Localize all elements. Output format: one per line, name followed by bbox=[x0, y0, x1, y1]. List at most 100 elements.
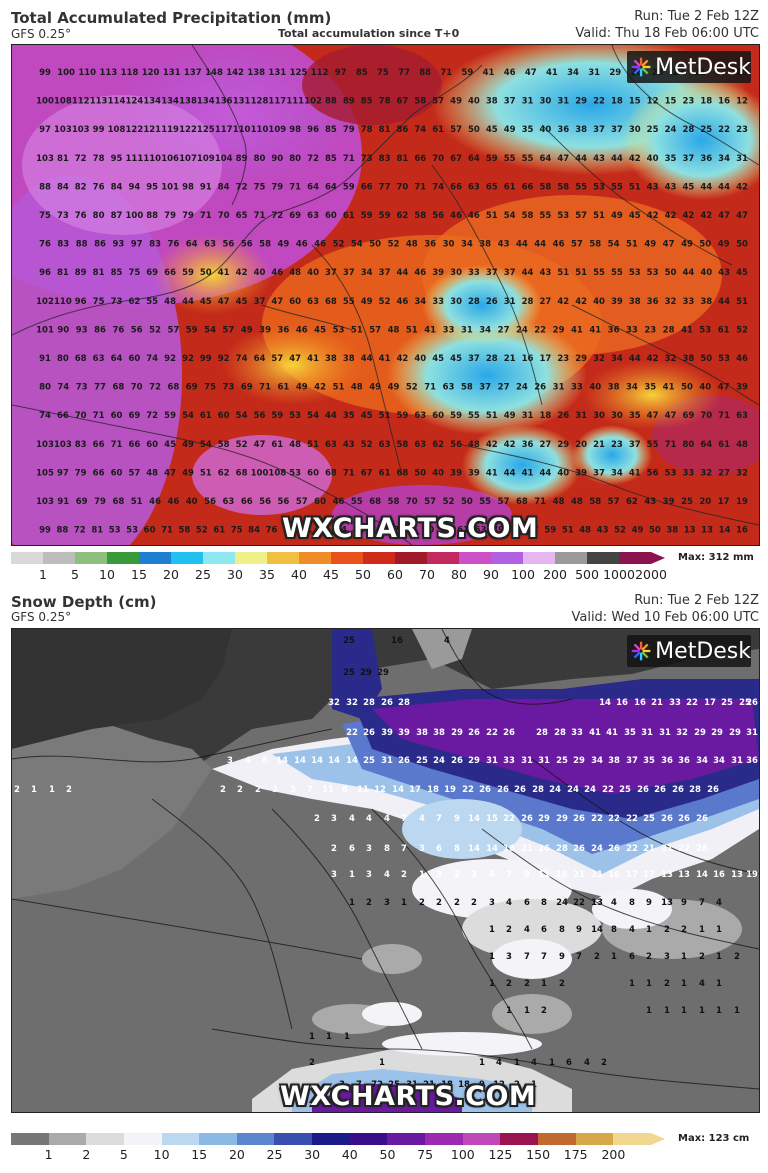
precip-value: 80 bbox=[254, 154, 266, 164]
snow-depth-value: 4 bbox=[699, 979, 705, 989]
precip-value: 40 bbox=[557, 468, 569, 478]
precip-value: 42 bbox=[736, 182, 748, 192]
precip-value: 40 bbox=[432, 468, 444, 478]
precip-value: 76 bbox=[75, 211, 87, 221]
snow-depth-value: 41 bbox=[589, 728, 601, 738]
snow-depth-value: 11 bbox=[322, 785, 334, 795]
colorbar-swatch bbox=[459, 552, 491, 564]
colorbar-swatch bbox=[299, 552, 331, 564]
precip-value: 49 bbox=[718, 240, 730, 250]
precip-value: 42 bbox=[504, 440, 516, 450]
precip-value: 41 bbox=[379, 354, 391, 364]
precip-value: 39 bbox=[736, 383, 748, 393]
snow-depth-value: 26 bbox=[672, 785, 684, 795]
precip-value: 56 bbox=[277, 497, 289, 507]
precip-value: 41 bbox=[681, 325, 693, 335]
precip-value: 30 bbox=[443, 240, 455, 250]
precip-value: 44 bbox=[396, 268, 408, 278]
precip-value: 75 bbox=[231, 526, 243, 536]
snow-depth-value: 1 bbox=[681, 952, 687, 962]
precip-value: 28 bbox=[522, 297, 534, 307]
snow-depth-value: 1 bbox=[716, 952, 722, 962]
precip-value: 60 bbox=[289, 297, 301, 307]
precip-value: 53 bbox=[647, 268, 659, 278]
precip-value: 46 bbox=[396, 297, 408, 307]
precip-value: 48 bbox=[736, 440, 748, 450]
snow-depth-value: 26 bbox=[363, 728, 375, 738]
precip-value: 100 bbox=[126, 211, 144, 221]
snow-depth-value: 2 bbox=[314, 814, 320, 824]
snow-depth-value: 26 bbox=[398, 756, 410, 766]
snow-depth-value: 4 bbox=[524, 925, 530, 935]
precip-value: 38 bbox=[325, 354, 337, 364]
precip-value: 60 bbox=[325, 211, 337, 221]
snow-depth-value: 3 bbox=[366, 844, 372, 854]
precip-value: 40 bbox=[699, 383, 711, 393]
precip-value: 81 bbox=[379, 125, 391, 135]
precip-value: 37 bbox=[629, 440, 641, 450]
precip-value: 57 bbox=[296, 497, 308, 507]
precip-value: 48 bbox=[164, 297, 176, 307]
precip-value: 21 bbox=[593, 440, 605, 450]
precip-value: 85 bbox=[325, 154, 337, 164]
precip-value: 56 bbox=[222, 240, 234, 250]
precip-value: 24 bbox=[516, 325, 528, 335]
precip-value: 138 bbox=[179, 97, 197, 107]
snow-depth-value: 7 bbox=[576, 952, 582, 962]
snow-depth-value: 4 bbox=[716, 898, 722, 908]
precip-value: 84 bbox=[335, 526, 347, 536]
precip-value: 59 bbox=[182, 268, 194, 278]
precipitation-values: 99 100 110 113 118 120 131 137 148 142 138 131 125 11… bbox=[36, 68, 748, 536]
precip-value: 45 bbox=[450, 354, 462, 364]
snow-depth-value: 8 bbox=[454, 844, 460, 854]
precip-value: 63 bbox=[736, 411, 748, 421]
precip-value: 72 bbox=[75, 154, 87, 164]
precip-value: 97 bbox=[39, 125, 51, 135]
precip-value: 74 bbox=[146, 354, 158, 364]
precip-value: 67 bbox=[450, 154, 462, 164]
precip-value: 87 bbox=[111, 211, 123, 221]
precipitation-map[interactable]: 99 100 110 113 118 120 131 137 148 142 138 131 125 11… bbox=[11, 44, 760, 546]
precip-value: 57 bbox=[575, 211, 587, 221]
precip-value: 31 bbox=[553, 383, 565, 393]
snow-depth-value: 26 bbox=[608, 844, 620, 854]
precip-value: 44 bbox=[682, 268, 694, 278]
precip-value: 88 bbox=[39, 182, 51, 192]
precip-value: 69 bbox=[146, 268, 158, 278]
precip-value: 91 bbox=[300, 526, 312, 536]
snow-depth-value: 4 bbox=[349, 814, 355, 824]
snow-depth-value: 8 bbox=[342, 785, 348, 795]
precip-value: 94 bbox=[128, 182, 140, 192]
precip-value: 71 bbox=[161, 526, 173, 536]
precip-value: 57 bbox=[167, 325, 179, 335]
snow-depth-value: 14 bbox=[392, 785, 404, 795]
precip-value: 22 bbox=[718, 125, 730, 135]
precip-value: 63 bbox=[379, 440, 391, 450]
precip-value: 44 bbox=[629, 354, 641, 364]
precip-value: 50 bbox=[200, 268, 212, 278]
precip-value: 99 bbox=[39, 68, 51, 78]
precip-value: 44 bbox=[718, 297, 730, 307]
snow-depth-map[interactable]: 25 16 4 25 29 29 32 32 28 26 28 14 16 16 21 33 22 17 25 25 2… bbox=[11, 628, 760, 1113]
snow-depth-value: 31 bbox=[381, 756, 393, 766]
precip-value: 61 bbox=[718, 440, 730, 450]
precip-value: 40 bbox=[414, 354, 426, 364]
precip-value: 68 bbox=[325, 297, 337, 307]
precip-value: 81 bbox=[57, 154, 69, 164]
precip-value: 48 bbox=[388, 325, 400, 335]
snow-depth-value: 26 bbox=[573, 814, 585, 824]
snow-depth-value: 2 bbox=[734, 952, 740, 962]
precip-value: 69 bbox=[289, 211, 301, 221]
metdesk-star-icon bbox=[631, 641, 651, 661]
precip-value: 137 bbox=[184, 68, 202, 78]
precip-value: 34 bbox=[718, 154, 730, 164]
precip-value: 41 bbox=[307, 354, 319, 364]
precip-value: 29 bbox=[609, 68, 621, 78]
precip-value: 59 bbox=[544, 526, 556, 536]
precip-value: 68 bbox=[112, 497, 124, 507]
snow-depth-value: 7 bbox=[356, 1080, 362, 1090]
snow-depth-panel: Snow Depth (cm) GFS 0.25° Run: Tue 2 Feb… bbox=[0, 588, 768, 1173]
precip-value: 34 bbox=[414, 297, 426, 307]
precip-value: 55 bbox=[611, 268, 623, 278]
precip-value: 45 bbox=[682, 182, 694, 192]
